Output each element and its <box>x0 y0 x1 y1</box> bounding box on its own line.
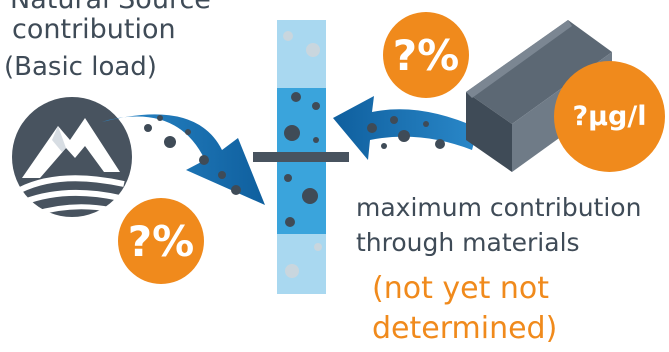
materials-label-line2: through materials <box>356 228 580 257</box>
mountain-landscape-icon <box>12 97 132 217</box>
natural-source-subtitle: (Basic load) <box>4 52 157 82</box>
materials-status-line2: determined) <box>372 311 558 346</box>
concentration-badge: ?µg/l <box>554 61 665 172</box>
materials-flow-arrow <box>333 96 478 160</box>
materials-status-line1: (not yet not <box>372 271 550 306</box>
natural-percent-badge: ?% <box>118 198 204 284</box>
materials-label-line1: maximum contribution <box>356 193 642 222</box>
natural-source-title: Natural Source <box>10 0 211 15</box>
filter-column <box>253 20 349 294</box>
materials-percent-badge: ?% <box>383 12 469 98</box>
natural-flow-arrow <box>102 114 265 205</box>
natural-source-title-line2: contribution <box>12 14 176 45</box>
